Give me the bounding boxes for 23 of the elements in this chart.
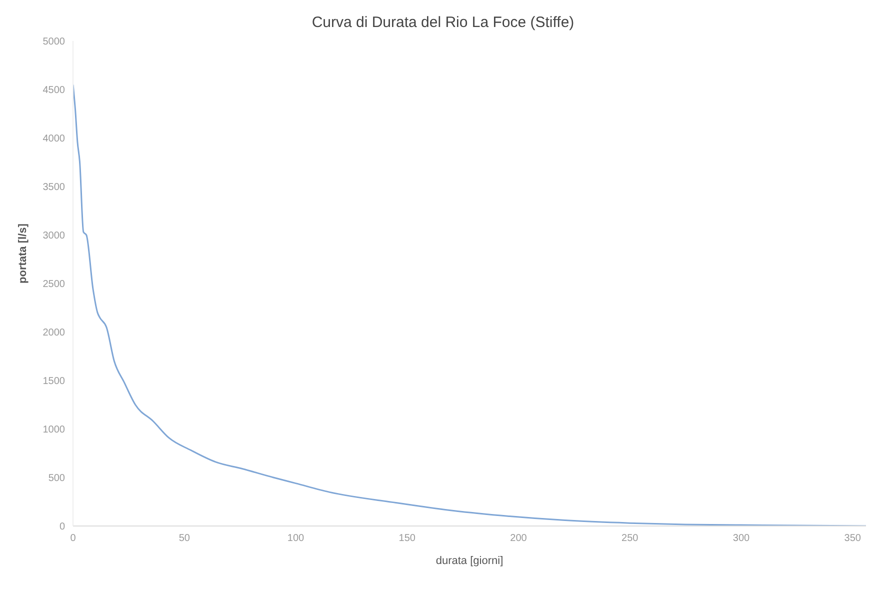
y-tick-label: 0 (59, 522, 66, 533)
x-tick-label: 0 (70, 533, 76, 544)
y-tick-label: 3000 (42, 230, 66, 242)
y-tick-label: 500 (48, 473, 66, 484)
y-axis-title: portata [l/s] (16, 223, 29, 284)
x-tick-label: 150 (398, 533, 416, 544)
y-tick-label: 2500 (42, 279, 66, 290)
y-tick-label: 3500 (42, 182, 66, 194)
y-tick-label: 4000 (42, 134, 66, 145)
line-series (73, 84, 866, 526)
x-tick-label: 350 (844, 533, 862, 544)
x-tick-label: 200 (510, 533, 528, 544)
chart-title: Curva di Durata del Rio La Foce (Stiffe) (310, 13, 576, 31)
y-tick-label: 1000 (42, 424, 66, 436)
y-tick-label: 5000 (42, 36, 66, 48)
y-tick-label: 2000 (42, 328, 66, 339)
x-axis-title: durata [giorni] (436, 555, 504, 567)
y-tick-label: 1500 (42, 376, 66, 388)
x-tick-label: 300 (732, 533, 750, 544)
x-tick-label: 100 (287, 533, 305, 544)
y-tick-label: 4500 (42, 85, 66, 96)
x-tick-label: 250 (622, 533, 639, 544)
x-tick-label: 50 (178, 533, 190, 544)
